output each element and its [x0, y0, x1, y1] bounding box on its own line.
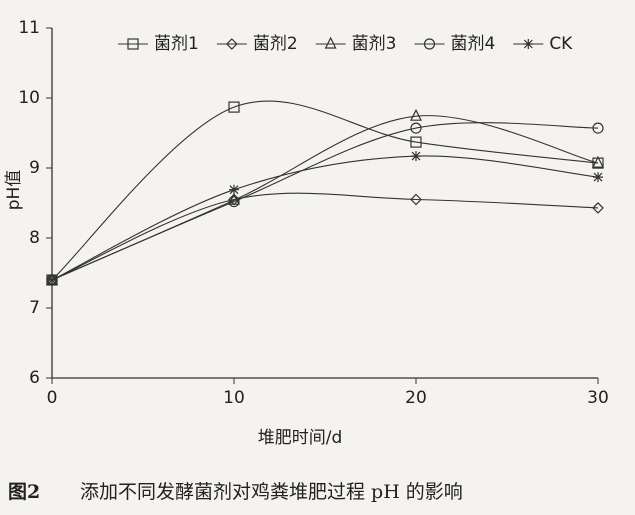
x-tick-label: 10 — [223, 388, 245, 408]
marker — [523, 39, 534, 49]
series-line — [51, 122, 599, 281]
caption: 添加不同发酵菌剂对鸡粪堆肥过程 pH 的影响 — [80, 481, 463, 503]
marker — [592, 122, 604, 134]
series-line — [51, 100, 599, 281]
marker — [47, 275, 57, 285]
x-tick-label: 0 — [47, 388, 58, 408]
marker — [127, 38, 139, 50]
legend-label: 菌剂1 — [154, 34, 199, 54]
marker — [592, 155, 604, 168]
series-line — [51, 155, 599, 281]
marker — [411, 151, 421, 162]
marker — [410, 136, 422, 148]
y-tick-label: 10 — [18, 88, 40, 108]
legend-label: 菌剂4 — [450, 34, 495, 54]
legend-label: 菌剂2 — [253, 34, 298, 54]
y-tick-label: 9 — [29, 158, 40, 178]
marker — [592, 202, 604, 214]
marker — [410, 122, 422, 134]
marker — [410, 108, 422, 121]
legend-label: 菌剂3 — [352, 34, 397, 54]
y-tick-label: 11 — [18, 18, 40, 38]
marker — [423, 38, 436, 50]
marker — [593, 172, 603, 183]
marker — [228, 101, 240, 113]
x-tick-label: 20 — [405, 388, 427, 408]
marker — [228, 192, 240, 205]
y-tick-label: 8 — [29, 228, 40, 248]
x-axis-label: 堆肥时间/d — [258, 428, 343, 448]
y-tick-label: 6 — [29, 368, 40, 388]
series-line — [51, 115, 599, 281]
figure-label: 图2 — [8, 481, 40, 503]
series-line — [51, 192, 599, 281]
marker — [410, 193, 422, 206]
marker — [225, 38, 238, 50]
marker — [324, 36, 337, 49]
y-axis-label: pH值 — [4, 170, 24, 211]
marker — [228, 196, 240, 208]
marker — [229, 184, 239, 195]
y-tick-label: 7 — [29, 298, 40, 318]
legend-label: CK — [549, 34, 573, 54]
x-tick-label: 30 — [587, 388, 609, 408]
